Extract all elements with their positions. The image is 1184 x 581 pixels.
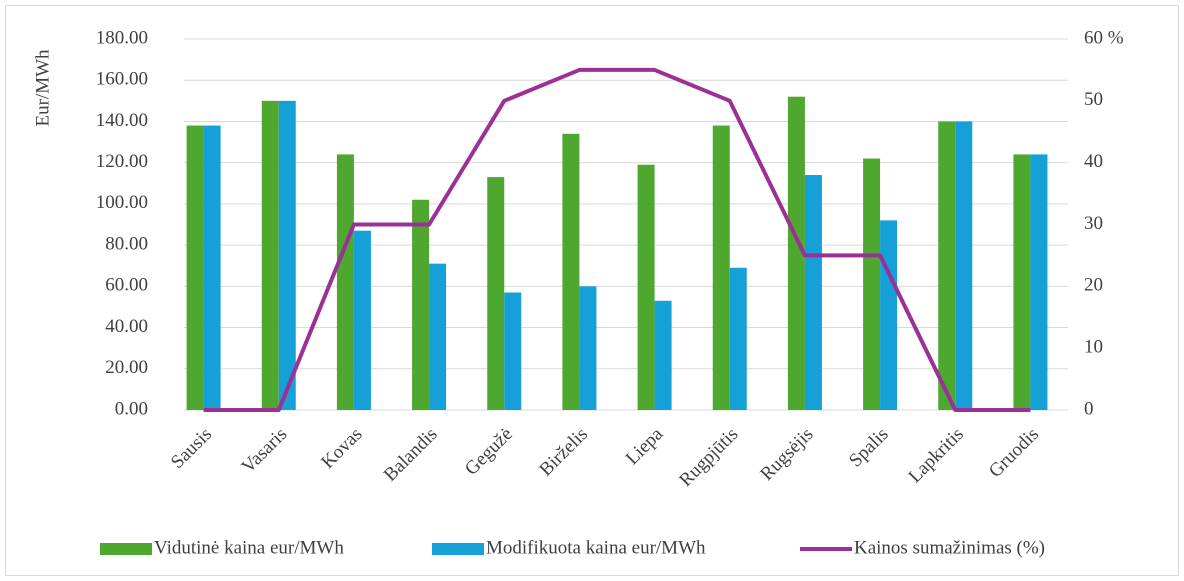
- bar: [637, 164, 655, 410]
- bar: [278, 100, 296, 410]
- y-tick-label: 180.00: [96, 27, 148, 48]
- bar: [579, 286, 597, 410]
- bar: [955, 121, 973, 410]
- bar: [412, 199, 430, 410]
- bar: [787, 96, 805, 410]
- y2-tick-label: 50: [1084, 89, 1103, 110]
- legend-swatch: [100, 543, 152, 555]
- legend-label: Kainos sumažinimas (%): [854, 537, 1045, 558]
- y-tick-label: 40.00: [105, 316, 148, 337]
- line: [203, 67, 1031, 412]
- y2-tick-label: 0: [1084, 398, 1094, 419]
- y-tick-label: 120.00: [96, 151, 148, 172]
- bar: [203, 125, 221, 411]
- y-axis-label: Eur/MWh: [32, 49, 53, 127]
- bar: [186, 125, 204, 411]
- y-tick-label: 140.00: [96, 110, 148, 131]
- bar: [729, 267, 747, 410]
- bar: [336, 154, 354, 410]
- bar: [712, 125, 730, 411]
- bar: [562, 133, 580, 411]
- y-tick-label: 100.00: [96, 192, 148, 213]
- legend-label: Vidutinė kaina eur/MWh: [154, 537, 344, 558]
- bar: [804, 175, 822, 410]
- y2-tick-label: 30: [1084, 213, 1103, 234]
- y2-tick-label: 40: [1084, 151, 1103, 172]
- y-tick-label: 80.00: [105, 233, 148, 254]
- bar: [504, 292, 522, 410]
- y-tick-label: 60.00: [105, 275, 148, 296]
- y2-tick-label: 60 %: [1084, 27, 1124, 48]
- bar: [487, 177, 505, 410]
- legend-swatch: [432, 543, 484, 555]
- bar: [429, 263, 447, 410]
- bar: [938, 121, 956, 410]
- y2-tick-label: 20: [1084, 275, 1103, 296]
- bar: [863, 158, 881, 410]
- y-tick-label: 0.00: [115, 398, 148, 419]
- y2-tick-label: 10: [1084, 337, 1103, 358]
- bar: [261, 100, 279, 410]
- y-tick-label: 160.00: [96, 69, 148, 90]
- bar: [654, 300, 672, 410]
- bar: [1013, 154, 1031, 410]
- y-tick-label: 20.00: [105, 357, 148, 378]
- legend-label: Modifikuota kaina eur/MWh: [486, 537, 706, 558]
- bar: [1030, 154, 1048, 410]
- bar: [353, 230, 371, 410]
- bar: [880, 220, 898, 410]
